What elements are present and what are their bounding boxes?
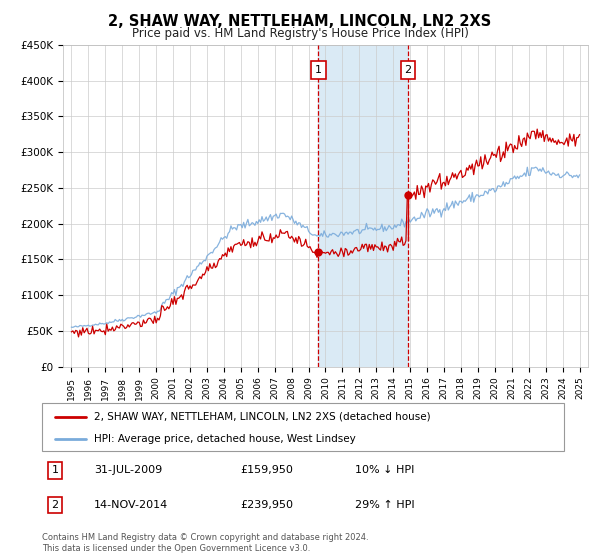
Text: £159,950: £159,950 (241, 465, 293, 475)
Text: £239,950: £239,950 (241, 500, 293, 510)
Text: 29% ↑ HPI: 29% ↑ HPI (355, 500, 415, 510)
Text: 1: 1 (52, 465, 59, 475)
Text: 31-JUL-2009: 31-JUL-2009 (94, 465, 163, 475)
Bar (319, 45, 408, 367)
Text: 2: 2 (404, 65, 412, 75)
FancyBboxPatch shape (42, 403, 564, 451)
Text: 2: 2 (52, 500, 59, 510)
Text: 1: 1 (315, 65, 322, 75)
Text: Price paid vs. HM Land Registry's House Price Index (HPI): Price paid vs. HM Land Registry's House … (131, 27, 469, 40)
Text: 14-NOV-2014: 14-NOV-2014 (94, 500, 169, 510)
Text: 10% ↓ HPI: 10% ↓ HPI (355, 465, 415, 475)
Text: Contains HM Land Registry data © Crown copyright and database right 2024.
This d: Contains HM Land Registry data © Crown c… (42, 533, 368, 553)
Text: 2, SHAW WAY, NETTLEHAM, LINCOLN, LN2 2XS (detached house): 2, SHAW WAY, NETTLEHAM, LINCOLN, LN2 2XS… (94, 412, 431, 422)
Text: HPI: Average price, detached house, West Lindsey: HPI: Average price, detached house, West… (94, 434, 356, 444)
Text: 2, SHAW WAY, NETTLEHAM, LINCOLN, LN2 2XS: 2, SHAW WAY, NETTLEHAM, LINCOLN, LN2 2XS (109, 14, 491, 29)
